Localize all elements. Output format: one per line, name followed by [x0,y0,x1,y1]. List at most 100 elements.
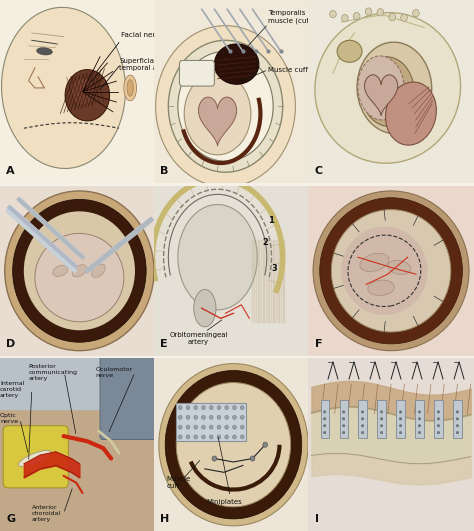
Circle shape [186,415,190,419]
Circle shape [381,431,383,434]
Bar [415,400,424,438]
Circle shape [186,425,190,429]
Ellipse shape [385,82,437,145]
Bar [320,400,329,438]
Text: H: H [160,514,170,524]
Ellipse shape [72,264,87,277]
Text: F: F [315,339,322,349]
Ellipse shape [377,8,383,16]
Bar [453,400,462,438]
Circle shape [419,410,420,413]
Circle shape [225,425,228,429]
Ellipse shape [214,44,259,84]
Circle shape [210,415,213,419]
Text: 1: 1 [268,216,274,225]
Ellipse shape [18,450,51,467]
Circle shape [233,425,237,429]
Circle shape [178,52,273,161]
Circle shape [233,435,237,439]
Circle shape [5,191,154,350]
Circle shape [419,424,420,427]
Circle shape [210,406,213,410]
Polygon shape [199,97,237,146]
Circle shape [210,425,213,429]
Circle shape [362,424,364,427]
Ellipse shape [65,70,109,121]
Circle shape [225,415,228,419]
Circle shape [225,435,228,439]
Ellipse shape [358,56,404,120]
Circle shape [400,424,401,427]
Ellipse shape [353,13,360,20]
Circle shape [201,435,205,439]
Text: B: B [160,166,169,176]
Bar [434,400,443,438]
Text: I: I [315,514,319,524]
Circle shape [240,435,244,439]
Ellipse shape [178,204,257,310]
Bar [339,400,348,438]
Ellipse shape [341,227,428,315]
Circle shape [217,415,221,419]
Circle shape [240,415,244,419]
Circle shape [324,410,326,413]
Circle shape [194,415,198,419]
Circle shape [331,210,451,332]
Ellipse shape [194,289,216,327]
Circle shape [217,435,221,439]
Circle shape [400,410,401,413]
Circle shape [400,417,401,420]
Circle shape [210,435,213,439]
Circle shape [201,425,205,429]
Circle shape [362,431,364,434]
Ellipse shape [53,265,68,277]
Circle shape [212,456,217,461]
Text: Posterior
communicating
artery: Posterior communicating artery [28,364,78,381]
Circle shape [456,431,458,434]
Circle shape [217,406,221,410]
Circle shape [419,417,420,420]
FancyBboxPatch shape [0,410,159,531]
Circle shape [217,425,221,429]
Ellipse shape [36,48,52,55]
Text: D: D [6,339,16,349]
FancyBboxPatch shape [180,61,214,86]
Circle shape [438,417,439,420]
Text: Miniplates: Miniplates [206,499,242,504]
Circle shape [343,431,345,434]
Text: Oculomotor
nerve: Oculomotor nerve [95,367,132,378]
Ellipse shape [1,7,126,168]
Circle shape [159,364,308,526]
Ellipse shape [360,253,389,271]
Circle shape [343,424,345,427]
Text: Superficial
temporal artery: Superficial temporal artery [119,58,174,71]
Ellipse shape [357,42,432,134]
Circle shape [176,382,291,507]
FancyBboxPatch shape [3,426,68,488]
Circle shape [343,417,345,420]
Ellipse shape [315,13,461,163]
Circle shape [313,191,469,350]
Circle shape [324,424,326,427]
Text: A: A [6,166,15,176]
Text: Optic
nerve: Optic nerve [0,414,18,424]
Circle shape [263,442,268,447]
Bar [358,400,367,438]
Text: Muscle cuff: Muscle cuff [268,66,308,73]
Ellipse shape [127,80,133,96]
Circle shape [381,410,383,413]
Circle shape [362,417,364,420]
Circle shape [13,200,146,342]
Circle shape [456,410,458,413]
Circle shape [456,424,458,427]
Text: 2: 2 [262,238,268,247]
Circle shape [240,425,244,429]
Circle shape [233,415,237,419]
Circle shape [13,200,146,342]
Text: Temporalis
muscle (cut): Temporalis muscle (cut) [268,10,312,24]
Circle shape [319,198,462,344]
Circle shape [24,211,135,330]
Circle shape [178,406,182,410]
Circle shape [233,406,237,410]
Ellipse shape [124,75,137,101]
